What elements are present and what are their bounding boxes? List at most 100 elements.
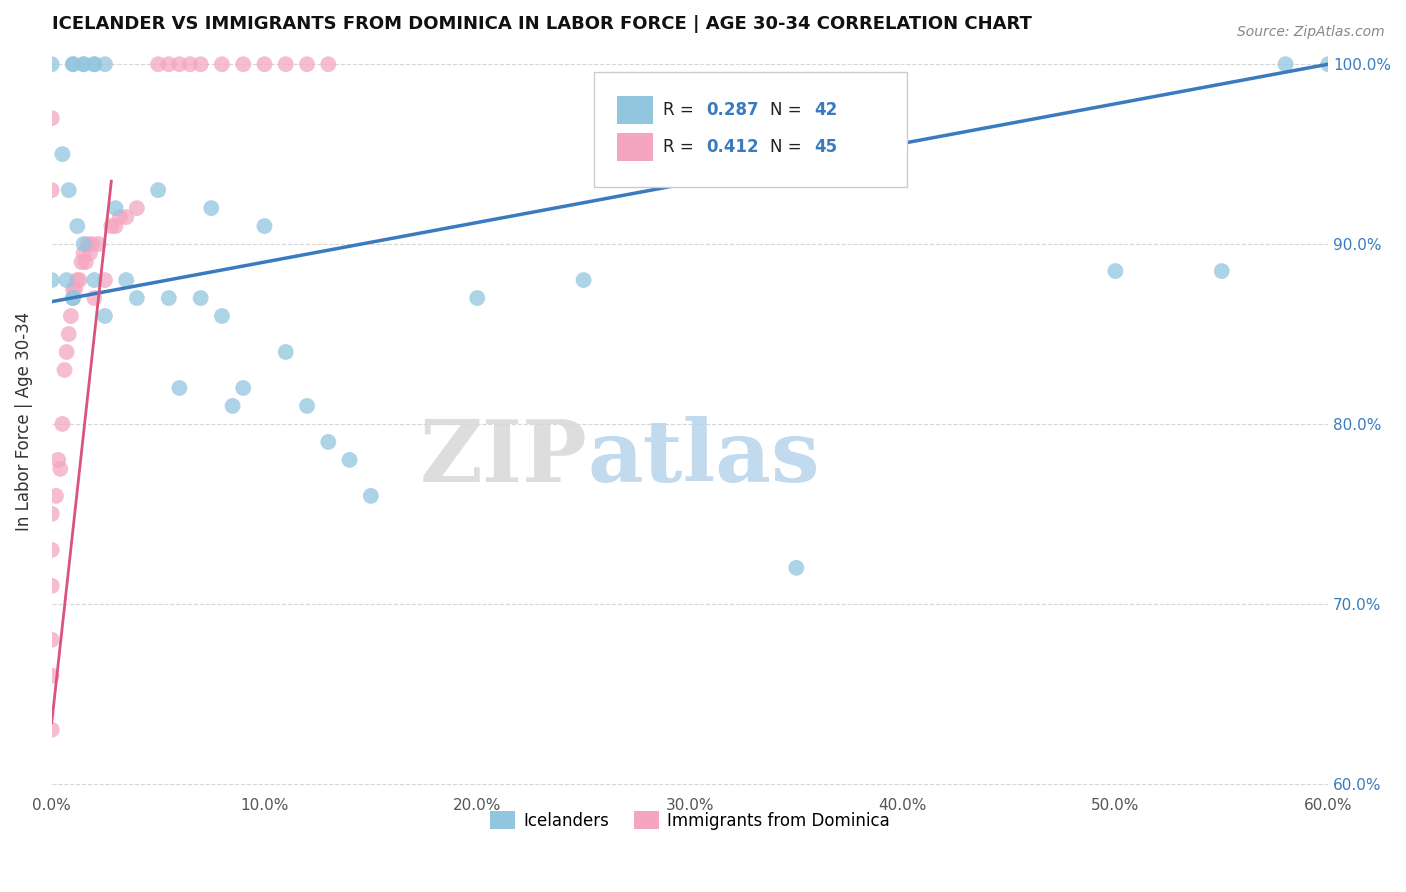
Legend: Icelanders, Immigrants from Dominica: Icelanders, Immigrants from Dominica <box>484 805 897 837</box>
Point <box>62 57 84 71</box>
Point <box>1104 264 1126 278</box>
Point <box>70 255 93 269</box>
Point <box>58 326 80 341</box>
Text: 0.287: 0.287 <box>707 101 759 119</box>
Point <box>190 291 212 305</box>
Point <box>125 201 148 215</box>
Point <box>53 363 76 377</box>
Point <box>73 57 96 71</box>
Point <box>295 57 318 71</box>
Point <box>87 237 110 252</box>
FancyBboxPatch shape <box>595 72 907 187</box>
Point <box>41 579 63 593</box>
Point <box>179 57 201 71</box>
Point <box>83 291 105 305</box>
Point <box>232 381 254 395</box>
Point <box>316 57 339 71</box>
Point <box>83 57 105 71</box>
Point <box>1317 57 1340 71</box>
Point <box>41 183 63 197</box>
Point <box>104 201 127 215</box>
Point <box>66 273 89 287</box>
Point <box>75 255 97 269</box>
Point <box>125 291 148 305</box>
Point <box>41 723 63 737</box>
Point <box>58 183 80 197</box>
Point <box>295 399 318 413</box>
Text: N =: N = <box>770 101 807 119</box>
Point <box>73 57 96 71</box>
Text: 45: 45 <box>814 138 837 156</box>
Text: N =: N = <box>770 138 807 156</box>
Point <box>146 183 169 197</box>
Point <box>67 273 90 287</box>
Point <box>41 57 63 71</box>
Point <box>45 489 67 503</box>
Point <box>41 632 63 647</box>
Bar <box>617 133 652 161</box>
Point <box>41 273 63 287</box>
Point <box>253 219 276 233</box>
Text: atlas: atlas <box>588 417 820 500</box>
Text: ICELANDER VS IMMIGRANTS FROM DOMINICA IN LABOR FORCE | AGE 30-34 CORRELATION CHA: ICELANDER VS IMMIGRANTS FROM DOMINICA IN… <box>52 15 1032 33</box>
Point <box>79 246 101 260</box>
Point <box>55 345 77 359</box>
Text: R =: R = <box>664 101 699 119</box>
Point <box>274 57 297 71</box>
Point <box>1274 57 1296 71</box>
Point <box>274 345 297 359</box>
Point <box>51 147 73 161</box>
Bar <box>617 95 652 124</box>
Point <box>221 399 243 413</box>
Point <box>66 219 89 233</box>
Point <box>77 237 100 252</box>
Point <box>360 489 382 503</box>
Point <box>169 381 191 395</box>
Point <box>169 57 191 71</box>
Y-axis label: In Labor Force | Age 30-34: In Labor Force | Age 30-34 <box>15 311 32 531</box>
Point <box>200 201 222 215</box>
Point <box>41 669 63 683</box>
Point <box>82 237 104 252</box>
Point <box>785 561 807 575</box>
Point <box>83 57 105 71</box>
Point <box>339 453 361 467</box>
Text: ZIP: ZIP <box>420 417 588 500</box>
Point <box>253 57 276 71</box>
Point <box>62 291 84 305</box>
Point <box>211 309 233 323</box>
Point <box>115 273 138 287</box>
Point <box>46 453 69 467</box>
Point <box>232 57 254 71</box>
Point <box>1211 264 1233 278</box>
Point <box>62 282 84 296</box>
Point <box>104 219 127 233</box>
Point <box>94 57 117 71</box>
Point <box>62 57 84 71</box>
Point <box>100 219 122 233</box>
Point <box>49 462 72 476</box>
Point <box>59 309 82 323</box>
Point <box>62 291 84 305</box>
Text: Source: ZipAtlas.com: Source: ZipAtlas.com <box>1237 25 1385 39</box>
Point <box>115 210 138 224</box>
Point <box>108 210 131 224</box>
Point <box>316 434 339 449</box>
Point <box>41 111 63 125</box>
Point <box>465 291 488 305</box>
Point <box>146 57 169 71</box>
Point <box>51 417 73 431</box>
Point <box>41 507 63 521</box>
Point <box>73 246 96 260</box>
Point <box>190 57 212 71</box>
Text: 0.412: 0.412 <box>707 138 759 156</box>
Point <box>41 542 63 557</box>
Point <box>572 273 595 287</box>
Point <box>157 57 180 71</box>
Text: 42: 42 <box>814 101 837 119</box>
Text: R =: R = <box>664 138 699 156</box>
Point <box>83 273 105 287</box>
Point <box>73 237 96 252</box>
Point <box>94 309 117 323</box>
Point <box>55 273 77 287</box>
